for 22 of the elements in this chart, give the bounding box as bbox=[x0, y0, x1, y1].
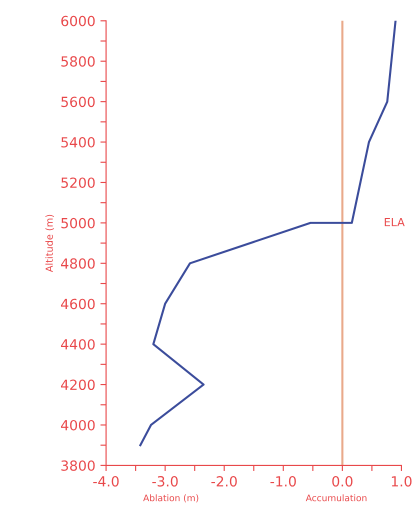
y-tick-label: 4000 bbox=[60, 420, 95, 430]
y-tick-label: 4400 bbox=[60, 339, 95, 350]
x-tick-label: -2.0 bbox=[211, 476, 237, 487]
y-axis-title: Altitude (m) bbox=[45, 214, 54, 272]
y-tick-label: 5400 bbox=[61, 137, 95, 148]
text: Accumulation bbox=[306, 494, 366, 502]
y-tick-label: 5600 bbox=[61, 96, 95, 108]
text: Ablation (m) bbox=[143, 494, 198, 502]
x-tick-label: -4.0 bbox=[93, 476, 119, 487]
y-tick-label: 3800 bbox=[61, 460, 95, 471]
annotation: ELA bbox=[384, 218, 405, 226]
y-tick-label: 4600 bbox=[60, 298, 95, 310]
y-tick-label: 4200 bbox=[60, 380, 95, 390]
y-tick-label: 5000 bbox=[61, 218, 95, 228]
x-tick-label: 1.0 bbox=[392, 476, 412, 487]
x-tick-label: 0.0 bbox=[332, 476, 352, 487]
y-tick-label: 5800 bbox=[61, 56, 95, 67]
x-tick-label: -3.0 bbox=[152, 476, 178, 487]
y-tick-label: 5200 bbox=[61, 177, 95, 188]
y-tick-label: 4800 bbox=[60, 258, 95, 269]
y-tick-label: 6000 bbox=[61, 16, 95, 26]
x-tick-label: -1.0 bbox=[270, 476, 296, 487]
